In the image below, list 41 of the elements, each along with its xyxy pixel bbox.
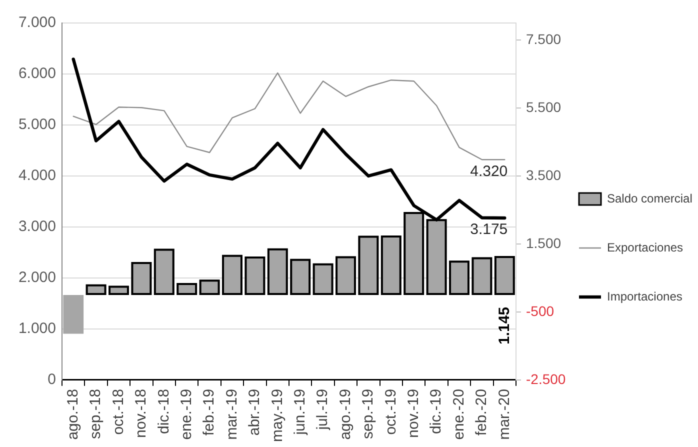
x-tick-label: sep.-19: [360, 388, 377, 439]
legend-label: Saldo comercial: [607, 191, 692, 206]
x-tick-label: ago.-18: [64, 388, 82, 440]
y-tick-label: 2.000: [18, 269, 56, 286]
x-tick-label: ago.-19: [336, 388, 354, 440]
x-tick-label: jun.-19: [291, 388, 308, 436]
legend-label: Importaciones: [607, 289, 682, 304]
y-tick-label: 6.000: [18, 65, 56, 82]
x-tick-label: sep.-18: [87, 388, 104, 439]
y2-tick-label: 1.500: [526, 234, 562, 251]
legend-label: Exportaciones: [607, 240, 684, 254]
x-tick-label: dic.-19: [428, 388, 445, 434]
y2-tick-label: -500: [526, 302, 554, 319]
x-tick-label: mar.-19: [223, 388, 240, 440]
y-tick-label: 5.000: [18, 116, 56, 134]
x-tick-label: jul.-19: [314, 388, 332, 431]
x-tick-label: nov.-18: [132, 388, 150, 438]
x-tick-label: abr.-19: [246, 388, 264, 436]
x-tick-label: dic.-18: [155, 388, 172, 434]
y2-tick-label: -2.500: [526, 370, 566, 387]
data-label: 1.145: [496, 306, 513, 344]
data-label: 3.175: [470, 221, 508, 238]
x-tick-label: feb.-20: [473, 388, 490, 436]
bar: [63, 294, 84, 334]
y-tick-label: 7.000: [18, 14, 56, 32]
x-tick-label: oct.-18: [110, 388, 127, 435]
y-tick-label: 3.000: [18, 218, 56, 236]
x-tick-label: oct.-19: [382, 388, 400, 435]
y-tick-label: 1.000: [18, 320, 56, 338]
x-tick-label: ene.-20: [450, 388, 468, 440]
x-tick-label: mar.-20: [496, 388, 513, 440]
x-tick-label: nov.-19: [404, 388, 422, 438]
y-tick-label: 4.000: [18, 167, 56, 184]
y2-tick-label: 3.500: [526, 166, 562, 183]
data-label: 4.320: [470, 162, 508, 180]
y-tick-label: 0: [48, 371, 56, 388]
x-tick-label: ene.-19: [178, 388, 195, 440]
y2-tick-label: 7.500: [526, 30, 562, 47]
x-tick-label: feb.-19: [200, 388, 218, 436]
x-tick-label: may.-19: [268, 388, 286, 442]
y2-tick-label: 5.500: [526, 98, 562, 115]
